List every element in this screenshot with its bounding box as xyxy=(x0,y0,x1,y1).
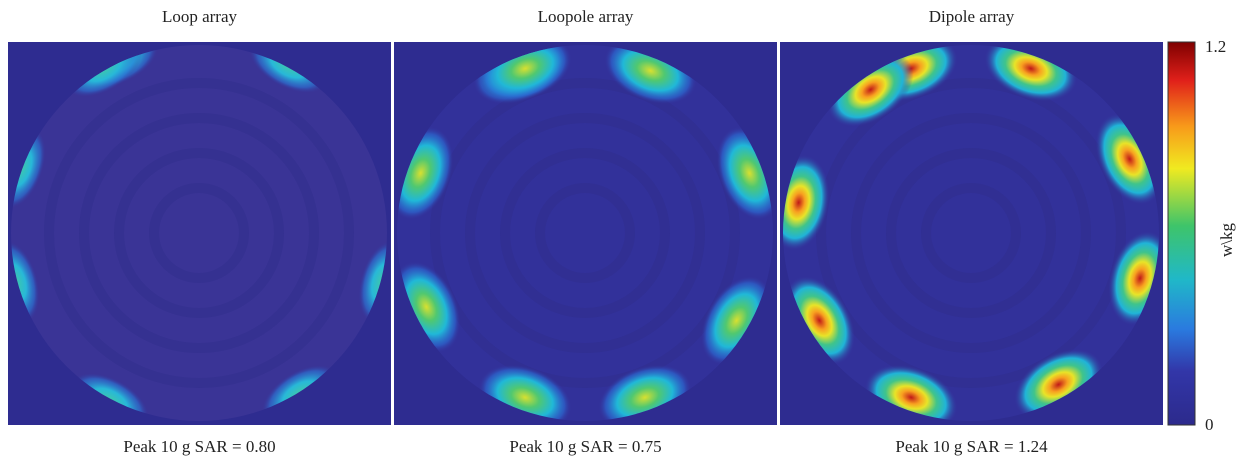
phantom-ring xyxy=(44,78,354,388)
panel-caption: Peak 10 g SAR = 1.24 xyxy=(895,437,1048,456)
panel-caption: Peak 10 g SAR = 0.75 xyxy=(509,437,661,456)
panel: Loopole array Peak 10 g SAR = 0.75 xyxy=(394,7,777,456)
phantom-ring xyxy=(79,113,319,353)
panel-title: Loopole array xyxy=(538,7,634,26)
phantom-ring xyxy=(465,113,705,353)
colorbar-label: w\kg xyxy=(1217,223,1236,258)
panel: Loop array Peak 10 g SAR = 0.80 xyxy=(8,7,391,456)
phantom-ring xyxy=(921,183,1021,283)
phantom-ring xyxy=(535,183,635,283)
phantom xyxy=(11,45,387,421)
colorbar-tick-label: 1.2 xyxy=(1205,37,1226,56)
phantom-ring xyxy=(816,78,1126,388)
colorbar xyxy=(1167,41,1196,426)
phantom-ring xyxy=(886,148,1056,318)
panel: Dipole array Peak 10 g SAR = 1.24 xyxy=(780,7,1163,456)
panel-title: Dipole array xyxy=(929,7,1015,26)
phantom xyxy=(783,45,1159,421)
colorbar-tick-label: 0 xyxy=(1205,415,1214,434)
panels: Loop array Peak 10 g SAR = 0.80 Loopole ar… xyxy=(8,7,1163,456)
panel-title: Loop array xyxy=(162,7,238,26)
phantom-ring xyxy=(114,148,284,318)
phantom-ring xyxy=(851,113,1091,353)
phantom xyxy=(397,45,773,421)
panel-caption: Peak 10 g SAR = 0.80 xyxy=(123,437,275,456)
phantom-ring xyxy=(430,78,740,388)
phantom-ring xyxy=(149,183,249,283)
phantom-ring xyxy=(500,148,670,318)
